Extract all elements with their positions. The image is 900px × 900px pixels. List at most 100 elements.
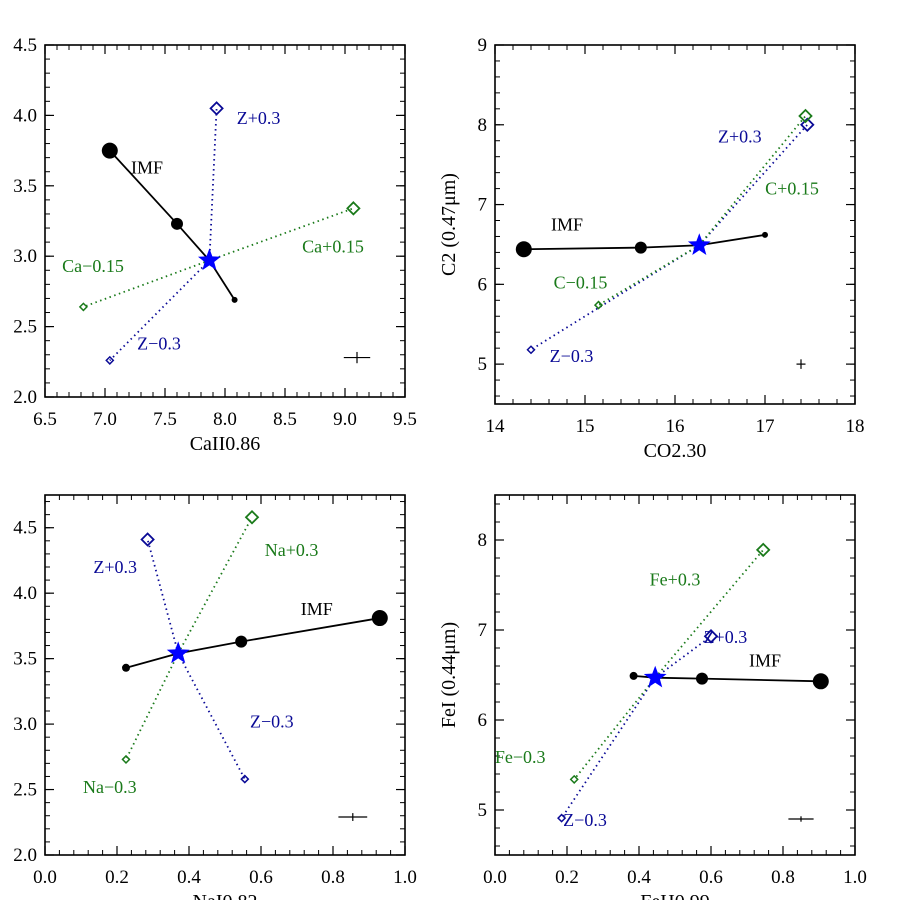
- imf-point: [171, 217, 183, 230]
- diamond-marker: [78, 302, 88, 312]
- x-tick-label: 18: [846, 416, 865, 437]
- x-tick-label: 7.5: [153, 409, 177, 430]
- series-label: Ca+0.15: [302, 236, 364, 256]
- diamond-marker: [557, 813, 567, 823]
- panel-p2: 14 15 16 17 18 5 6 7 8 9 CO2.30 C2 (0.47μm) IMF Z+0.3…: [438, 35, 865, 462]
- y-tick-label: 3.0: [13, 246, 37, 267]
- x-tick-label: 0.4: [177, 867, 201, 888]
- fiducial-star: [687, 233, 711, 255]
- x-axis-label: CaII0.86: [190, 433, 261, 455]
- series-label: IMF: [301, 599, 333, 619]
- y-tick-label: 2.5: [13, 780, 37, 801]
- series-line-Ca+0.15: [209, 207, 354, 262]
- imf-point: [629, 671, 638, 680]
- y-tick-label: 4.5: [13, 35, 37, 56]
- series-line-Z+0.3: [208, 108, 218, 261]
- series-line-IMF: [109, 149, 236, 301]
- diamond-marker: [240, 774, 250, 784]
- x-tick-label: 15: [576, 416, 595, 437]
- imf-point: [696, 672, 708, 685]
- series-line-IMF: [633, 675, 821, 683]
- diamond-marker: [105, 355, 115, 365]
- diamond-marker: [121, 754, 131, 764]
- diamond-marker: [798, 108, 813, 124]
- x-tick-label: 8.5: [273, 409, 297, 430]
- x-tick-label: 0.2: [555, 867, 579, 888]
- series-label: Z−0.3: [550, 346, 594, 366]
- x-tick-label: 14: [486, 416, 506, 437]
- y-tick-label: 3.5: [13, 649, 37, 670]
- x-tick-label: 9.5: [393, 409, 417, 430]
- x-tick-label: 0.0: [483, 867, 507, 888]
- y-tick-label: 3.0: [13, 714, 37, 735]
- y-tick-label: 5: [478, 354, 488, 375]
- series-line-Z−0.3: [560, 677, 656, 819]
- series-label: Z+0.3: [718, 127, 762, 147]
- x-tick-label: 1.0: [843, 867, 867, 888]
- panel-p4: 0.0 0.2 0.4 0.6 0.8 1.0 5 6 7 8 FeH0.99 FeI (0.44μm…: [438, 494, 867, 900]
- x-tick-label: 0.2: [105, 867, 129, 888]
- series-line-Na−0.3: [125, 653, 180, 760]
- diamond-marker: [526, 345, 536, 355]
- imf-point: [762, 231, 768, 238]
- diamond-marker: [593, 300, 604, 310]
- x-axis-label: FeH0.99: [640, 891, 709, 900]
- diamond-marker: [800, 117, 815, 133]
- y-tick-label: 7: [478, 195, 488, 216]
- series-label: IMF: [551, 215, 583, 235]
- y-tick-label: 9: [478, 35, 488, 56]
- y-tick-label: 8: [478, 115, 488, 136]
- y-tick-label: 2.0: [13, 387, 37, 408]
- panel-p1: 6.5 7.0 7.5 8.0 8.5 9.0 9.5 2.0 2.5 3.0 3.5 4.0 4.5 C…: [13, 35, 417, 455]
- diamond-marker: [244, 509, 260, 525]
- series-label: Z−0.3: [137, 333, 181, 353]
- series-label: Ca−0.15: [62, 256, 124, 276]
- x-tick-label: 7.0: [93, 409, 117, 430]
- panel-p3: 0.0 0.2 0.4 0.6 0.8 1.0 2.0 2.5 3.0 3.5 4.0 4.5 NaI0…: [13, 494, 417, 900]
- diamond-marker: [346, 201, 361, 216]
- x-axis-label: NaI0.82: [193, 891, 258, 900]
- series-line-Na+0.3: [177, 516, 253, 654]
- series-label: Z−0.3: [250, 711, 294, 731]
- x-tick-label: 9.0: [333, 409, 357, 430]
- series-label: Fe−0.3: [495, 747, 546, 767]
- y-tick-label: 7: [478, 620, 488, 641]
- plot-frame: [494, 494, 856, 856]
- imf-point: [812, 673, 829, 690]
- imf-point: [122, 663, 130, 672]
- diamond-marker: [209, 101, 224, 116]
- plot-frame: [44, 44, 406, 398]
- x-tick-label: 0.6: [699, 867, 723, 888]
- y-tick-label: 4.0: [13, 105, 37, 126]
- y-tick-label: 6: [478, 710, 488, 731]
- x-tick-label: 8.0: [213, 409, 237, 430]
- x-axis-label: CO2.30: [644, 440, 707, 462]
- x-tick-label: 17: [756, 416, 775, 437]
- x-tick-label: 16: [666, 416, 685, 437]
- y-tick-label: 6: [478, 274, 488, 295]
- series-line-Z+0.3: [698, 124, 808, 246]
- x-tick-label: 0.0: [33, 867, 57, 888]
- imf-point: [235, 635, 248, 648]
- fiducial-star: [166, 641, 190, 664]
- series-line-Fe−0.3: [573, 677, 656, 780]
- series-label: C+0.15: [765, 179, 819, 199]
- x-tick-label: 0.6: [249, 867, 273, 888]
- series-label: Z−0.3: [563, 810, 607, 830]
- series-line-Z−0.3: [530, 244, 700, 351]
- y-tick-label: 2.5: [13, 317, 37, 338]
- series-line-IMF: [125, 617, 380, 669]
- fiducial-star: [643, 665, 667, 688]
- series-label: IMF: [749, 651, 781, 671]
- y-tick-label: 4.0: [13, 583, 37, 604]
- series-line-IMF: [523, 233, 766, 251]
- fiducial-star: [197, 248, 221, 271]
- y-tick-label: 2.0: [13, 845, 37, 866]
- x-tick-label: 0.8: [321, 867, 345, 888]
- y-tick-label: 5: [478, 800, 488, 821]
- series-line-Z−0.3: [177, 652, 246, 780]
- diamond-marker: [703, 629, 719, 644]
- y-axis-label: C2 (0.47μm): [438, 173, 460, 276]
- x-tick-label: 0.8: [771, 867, 795, 888]
- y-axis-label: FeI (0.44μm): [438, 622, 460, 728]
